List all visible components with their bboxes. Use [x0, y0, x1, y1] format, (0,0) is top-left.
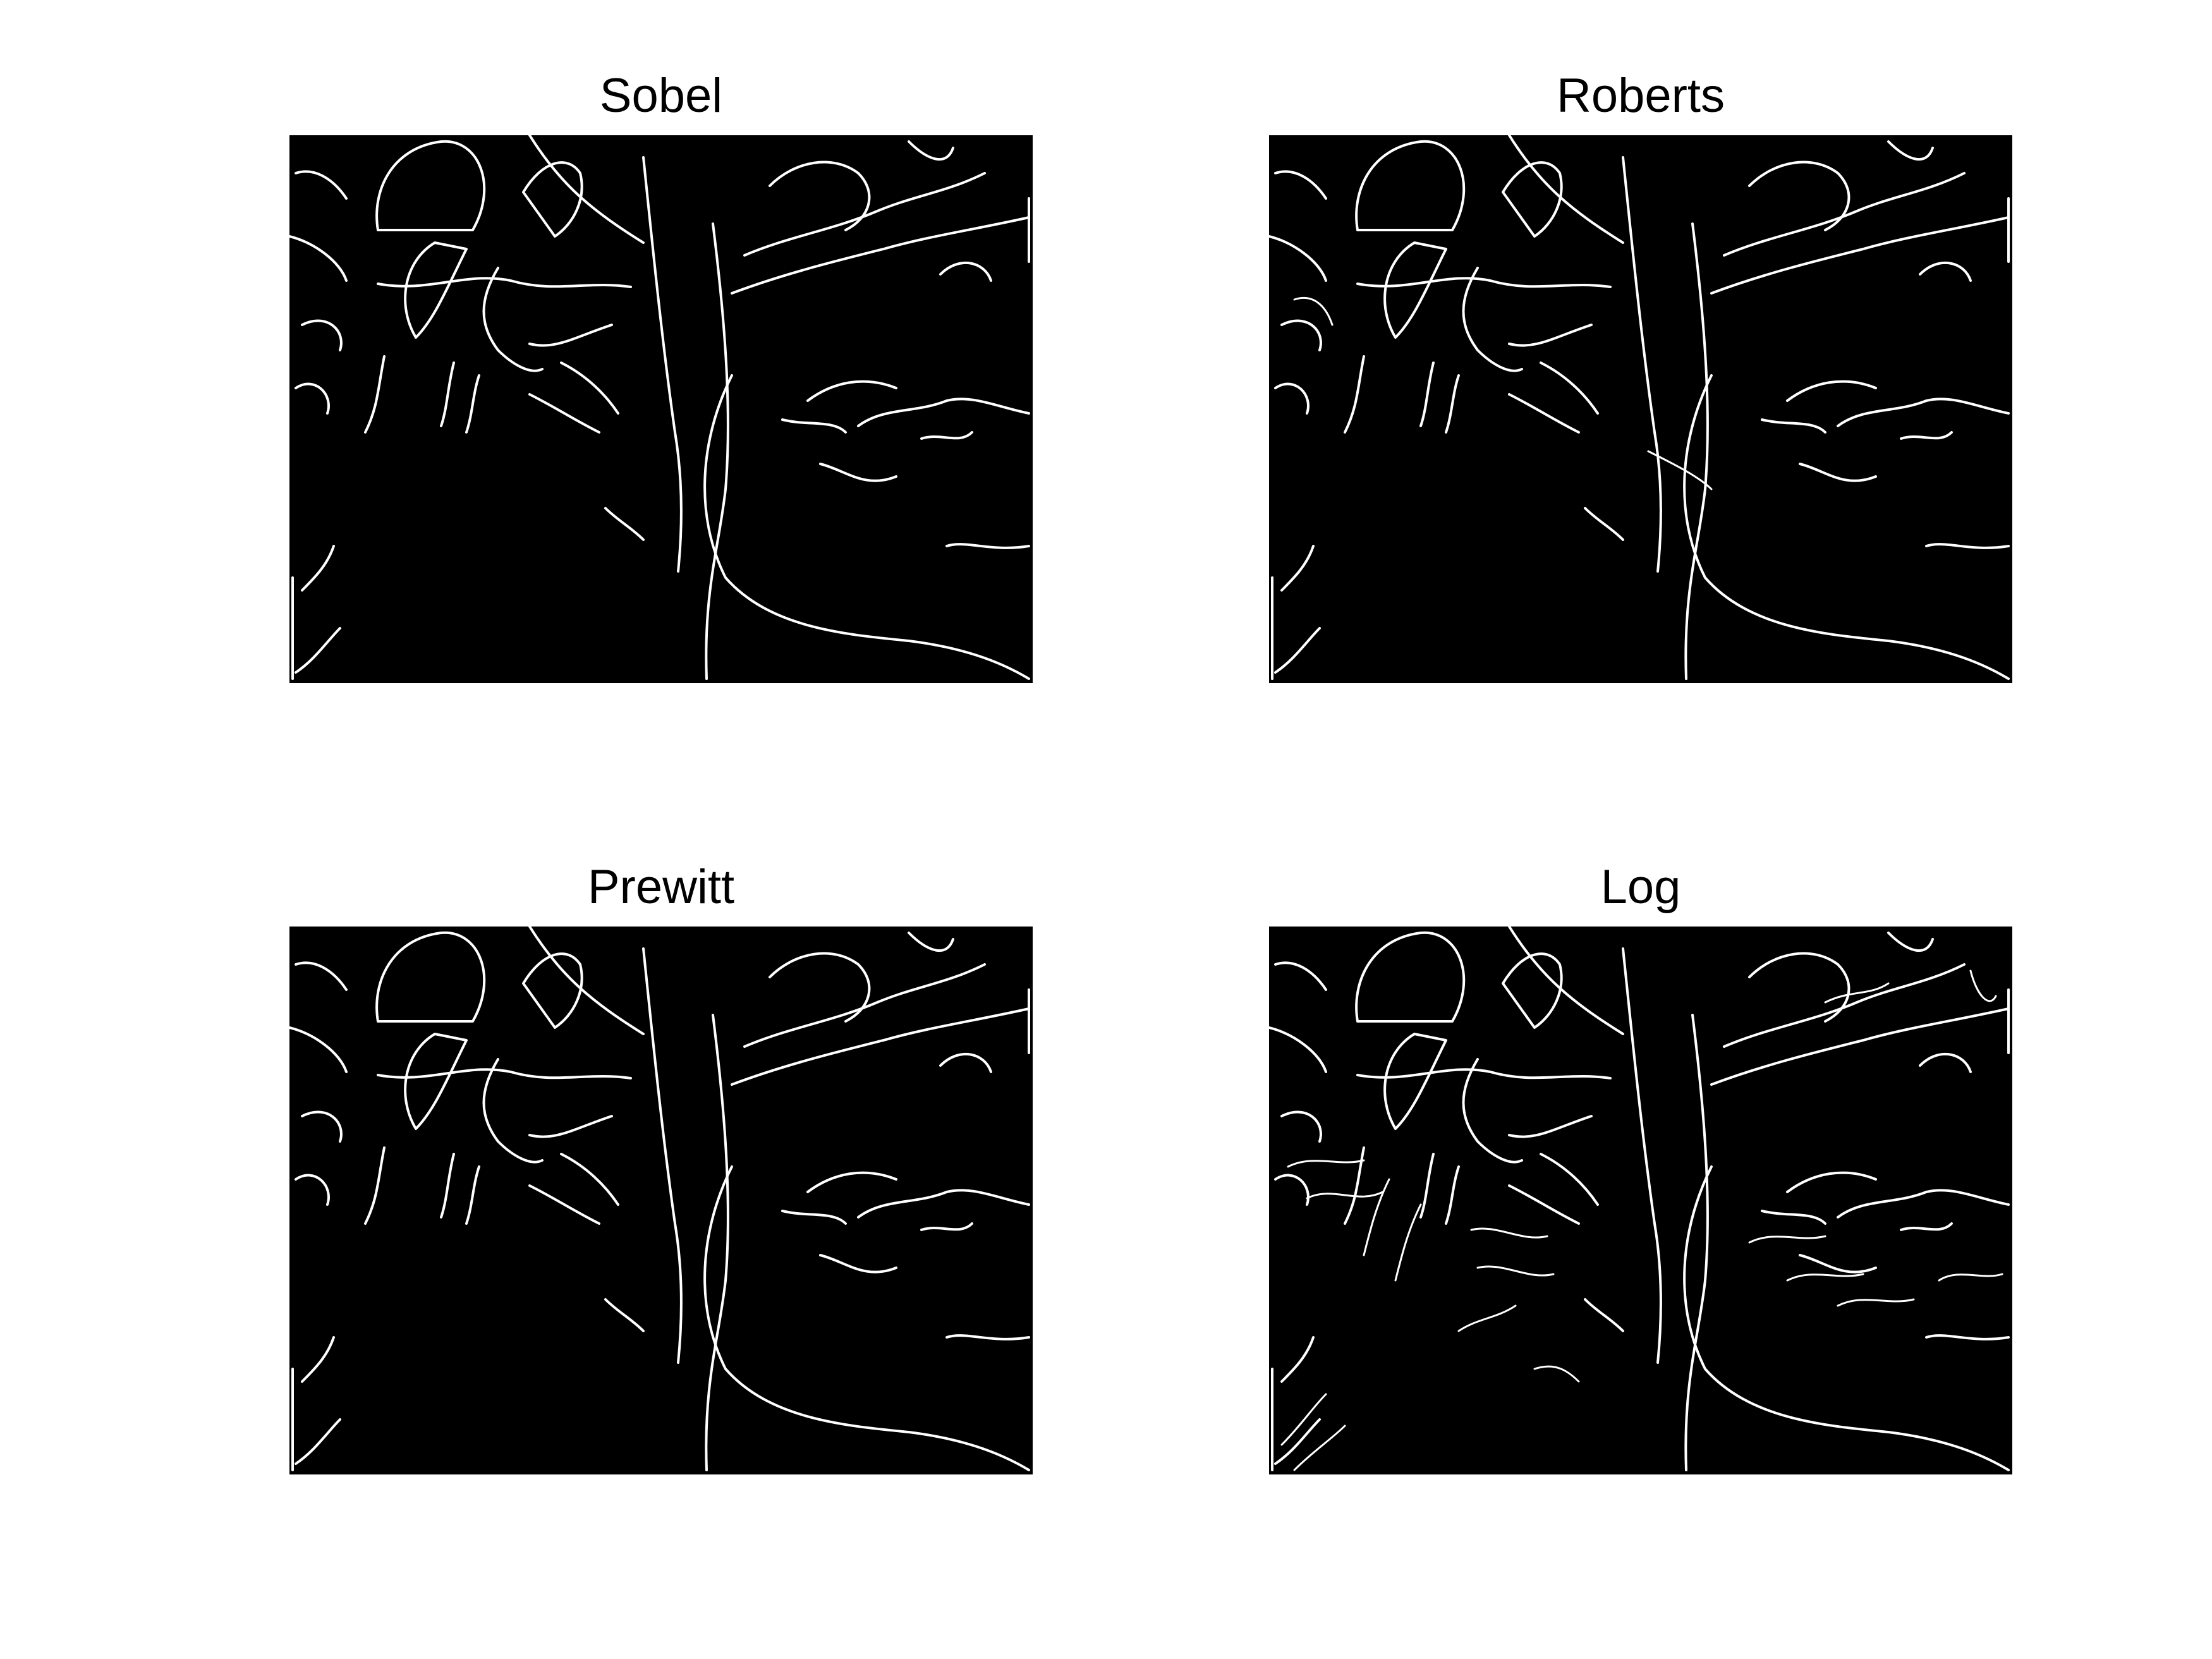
edge-image-prewitt [289, 927, 1033, 1474]
panel-roberts: Roberts [1269, 69, 2012, 683]
panel-prewitt: Prewitt [289, 860, 1033, 1474]
panel-log: Log [1269, 860, 2012, 1474]
panel-title: Log [1600, 860, 1681, 914]
panel-title: Sobel [599, 69, 723, 123]
edge-image-sobel [289, 135, 1033, 683]
panel-title: Roberts [1556, 69, 1725, 123]
edge-image-log [1269, 927, 2012, 1474]
panel-sobel: Sobel [289, 69, 1033, 683]
panel-title: Prewitt [587, 860, 735, 914]
edge-image-roberts [1269, 135, 2012, 683]
